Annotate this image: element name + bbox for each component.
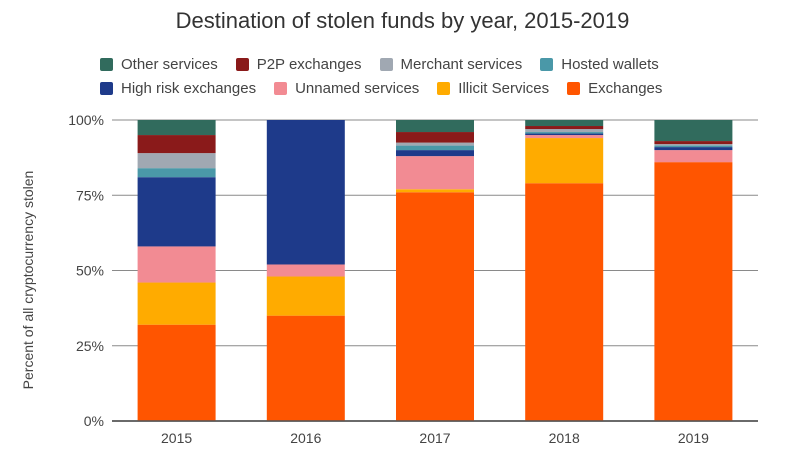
bar-segment — [525, 133, 604, 136]
bar-segment — [137, 282, 216, 325]
bar-segment — [266, 120, 345, 265]
bar-segment — [525, 183, 604, 421]
bar-segment — [137, 246, 216, 283]
legend-item: High risk exchanges — [100, 80, 256, 97]
x-tick-label: 2019 — [678, 430, 709, 446]
legend-item: Hosted wallets — [540, 56, 659, 73]
bar-segment — [137, 177, 216, 247]
legend-item: Unnamed services — [274, 80, 419, 97]
bar-segment — [137, 120, 216, 136]
legend-label: Other services — [121, 55, 218, 73]
bar-segment — [396, 145, 474, 151]
legend-swatch — [437, 81, 451, 95]
legend-item: Merchant services — [379, 55, 523, 73]
bar-segment — [654, 162, 733, 421]
bar-segment — [396, 150, 474, 157]
legend-label: P2P exchanges — [256, 55, 362, 73]
bar-segment — [396, 120, 474, 133]
x-tick-label: 2015 — [161, 430, 192, 446]
bar-segment — [396, 189, 474, 193]
bar-segment — [525, 135, 604, 139]
chart-legend: Other services P2P exchanges Merchant serv… — [100, 52, 720, 100]
bar-segment — [266, 315, 345, 421]
bar-segment — [266, 276, 345, 316]
y-tick-label: 25% — [76, 338, 104, 354]
x-tick-label: 2018 — [549, 430, 580, 446]
bar-segment — [137, 324, 216, 421]
bar-segment — [396, 142, 474, 146]
bar-segment — [525, 126, 604, 130]
legend-label: Merchant services — [400, 55, 523, 73]
legend-swatch — [274, 81, 288, 95]
bar-segment — [137, 168, 216, 178]
legend-label: Illicit Services — [458, 79, 550, 97]
legend-item: Other services — [100, 56, 218, 73]
y-tick-label: 100% — [68, 112, 104, 128]
legend-item: P2P exchanges — [235, 55, 362, 73]
x-tick-label: 2017 — [419, 430, 450, 446]
legend-swatch — [540, 57, 554, 71]
bar-segment — [525, 129, 604, 133]
y-tick-label: 50% — [76, 263, 104, 279]
bar-segment — [266, 264, 345, 277]
legend-swatch — [100, 81, 113, 95]
legend-item: Exchanges — [567, 80, 662, 97]
bar-segment — [137, 135, 216, 154]
legend-swatch — [567, 81, 581, 95]
bar-segment — [525, 138, 604, 184]
y-tick-label: 0% — [84, 413, 104, 429]
legend-label: High risk exchanges — [121, 79, 257, 97]
bar-segment — [654, 144, 733, 146]
bar-segment — [137, 153, 216, 169]
bar-segment — [525, 132, 604, 134]
legend-label: Unnamed services — [295, 79, 420, 97]
bar-segment — [654, 145, 733, 148]
chart-title: Destination of stolen funds by year, 201… — [175, 8, 630, 33]
bar-segment — [525, 120, 604, 127]
legend-label: Exchanges — [588, 79, 663, 97]
legend-row: Other services P2P exchanges Merchant serv… — [100, 52, 720, 76]
bar-segment — [396, 192, 474, 421]
y-tick-label: 75% — [76, 187, 104, 203]
bar-segment — [654, 141, 733, 145]
bar-segment — [396, 132, 474, 143]
legend-swatch — [100, 57, 113, 71]
bar-segment — [654, 120, 733, 142]
legend-swatch — [235, 57, 249, 71]
bar-segment — [396, 156, 474, 190]
legend-item: Illicit Services — [437, 80, 549, 97]
bar-segment — [654, 150, 733, 163]
legend-swatch — [379, 57, 393, 71]
legend-row: High risk exchanges Unnamed services Illic… — [100, 76, 720, 100]
x-tick-label: 2016 — [290, 430, 321, 446]
bar-segment — [654, 147, 733, 151]
legend-label: Hosted wallets — [561, 55, 659, 73]
